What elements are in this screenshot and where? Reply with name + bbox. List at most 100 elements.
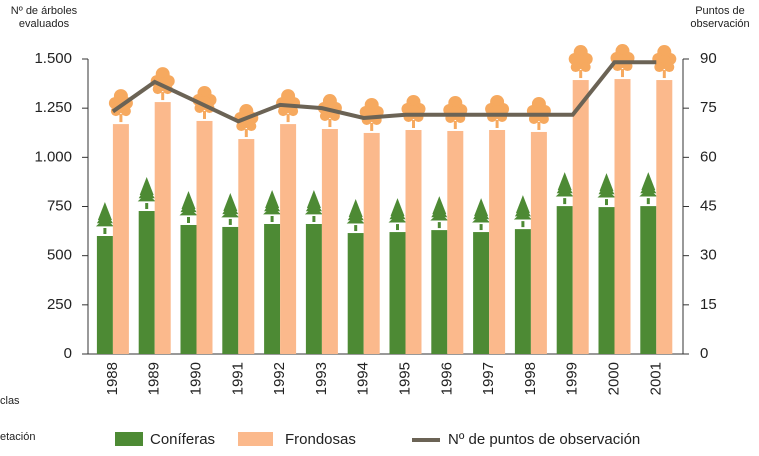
x-tick-label: 1995 <box>396 362 413 395</box>
conifer-icon-trunk <box>605 199 608 206</box>
bar <box>363 132 380 354</box>
deciduous-icon-part <box>278 106 289 117</box>
deciduous-icon-trunk <box>286 114 290 123</box>
x-tick-label: 1996 <box>438 362 455 395</box>
deciduous-icon <box>568 45 593 79</box>
x-tick-label: 1998 <box>522 362 539 395</box>
x-tick-label: 1992 <box>271 362 288 395</box>
deciduous-icon-part <box>236 121 247 132</box>
conifer-icon-trunk <box>145 203 149 210</box>
conifer-icon-trunk <box>646 198 650 205</box>
bar <box>514 229 531 354</box>
deciduous-icon-part <box>120 106 131 117</box>
deciduous-icon-trunk <box>495 119 499 128</box>
conifer-icon-trunk <box>187 216 190 223</box>
conifer-icon <box>263 190 282 223</box>
bar <box>556 206 573 354</box>
deciduous-icon-part <box>246 121 257 132</box>
deciduous-icon-part <box>570 62 581 73</box>
y2-tick-label: 60 <box>700 148 717 165</box>
conifer-icon-part <box>137 193 156 202</box>
y-tick-label: 1.000 <box>34 148 72 165</box>
y-tick-label: 250 <box>47 296 72 313</box>
deciduous-icon-part <box>664 62 675 73</box>
annotation: etación <box>0 431 35 443</box>
bar <box>640 206 657 354</box>
deciduous-icon <box>443 95 468 129</box>
x-tick-label: 2000 <box>605 362 622 395</box>
conifer-icon-trunk <box>270 216 274 223</box>
conifer-icon-part <box>473 206 490 220</box>
conifer-icon-trunk <box>437 222 441 229</box>
conifer-icon-part <box>639 188 658 197</box>
bar <box>347 233 364 354</box>
bar <box>389 232 406 354</box>
deciduous-icon <box>485 94 510 128</box>
conifer-icon-part <box>138 185 155 199</box>
conifer-icon-part <box>640 180 657 194</box>
conifer-icon <box>513 195 532 228</box>
line-series <box>111 60 657 124</box>
deciduous-icon-trunk <box>119 114 123 123</box>
legend-marker <box>238 432 273 446</box>
y-tick-label: 0 <box>64 345 72 362</box>
conifer-icon <box>430 196 449 229</box>
conifer-icon-part <box>263 206 282 215</box>
y-tick-label: 500 <box>47 247 72 264</box>
conifer-icon-part <box>388 214 407 223</box>
deciduous-icon-trunk <box>537 121 541 130</box>
conifer-icon-part <box>472 214 491 223</box>
x-tick-label: 1991 <box>229 362 246 395</box>
conifer-icon-trunk <box>312 216 316 223</box>
conifer-icon <box>346 199 365 232</box>
conifer-icon-part <box>304 206 323 215</box>
bar <box>598 207 615 354</box>
y2-axis-title: Puntos de observación <box>690 5 749 30</box>
deciduous-icon-trunk <box>412 119 415 128</box>
deciduous-icon-trunk <box>621 69 624 78</box>
y2-tick-label: 75 <box>700 99 717 116</box>
deciduous-icon-part <box>654 62 665 73</box>
deciduous-icon-trunk <box>662 70 666 79</box>
bar <box>489 129 506 354</box>
bar <box>264 224 281 354</box>
y2-tick-label: 30 <box>700 247 717 264</box>
deciduous-icon-trunk <box>579 70 583 79</box>
conifer-icon-part <box>598 181 615 195</box>
bar <box>305 224 322 354</box>
y2-axis-title-line: Puntos de <box>695 5 745 17</box>
conifer-icon-part <box>347 207 364 221</box>
deciduous-icon <box>401 94 426 128</box>
conifer-icon-trunk <box>563 198 567 205</box>
x-tick-label: 2001 <box>647 362 664 395</box>
conifer-icon-trunk <box>521 221 525 228</box>
x-tick-label: 1997 <box>480 362 497 395</box>
deciduous-icon <box>359 97 384 131</box>
conifer-icon-part <box>555 188 574 197</box>
conifer-icon-part <box>513 211 532 220</box>
bar <box>112 124 129 354</box>
conifer-icon-trunk <box>103 228 107 234</box>
x-tick-label: 1999 <box>564 362 581 395</box>
annotation: clas <box>0 395 20 407</box>
y2-tick-label: 15 <box>700 296 717 313</box>
deciduous-icon-trunk <box>453 120 457 129</box>
conifer-icon-part <box>556 180 573 194</box>
conifer-icon-part <box>514 203 531 217</box>
y-tick-label: 750 <box>47 197 72 214</box>
bar <box>405 129 422 354</box>
deciduous-icon-trunk <box>203 110 206 119</box>
conifer-icon-part <box>389 206 406 220</box>
deciduous-icon-trunk <box>161 92 165 101</box>
conifer-icon <box>555 172 574 205</box>
bar <box>280 124 297 354</box>
conifer-icon-part <box>180 198 197 213</box>
deciduous-icon-part <box>580 62 591 73</box>
conifer-icon-trunk <box>354 225 358 232</box>
deciduous-icon-trunk <box>244 129 248 138</box>
y2-tick-label: 90 <box>700 50 717 67</box>
conifer-icon-part <box>222 200 239 215</box>
conifer-icon <box>597 173 616 206</box>
conifer-icon-part <box>221 208 240 218</box>
conifer-icon-part <box>95 218 114 227</box>
